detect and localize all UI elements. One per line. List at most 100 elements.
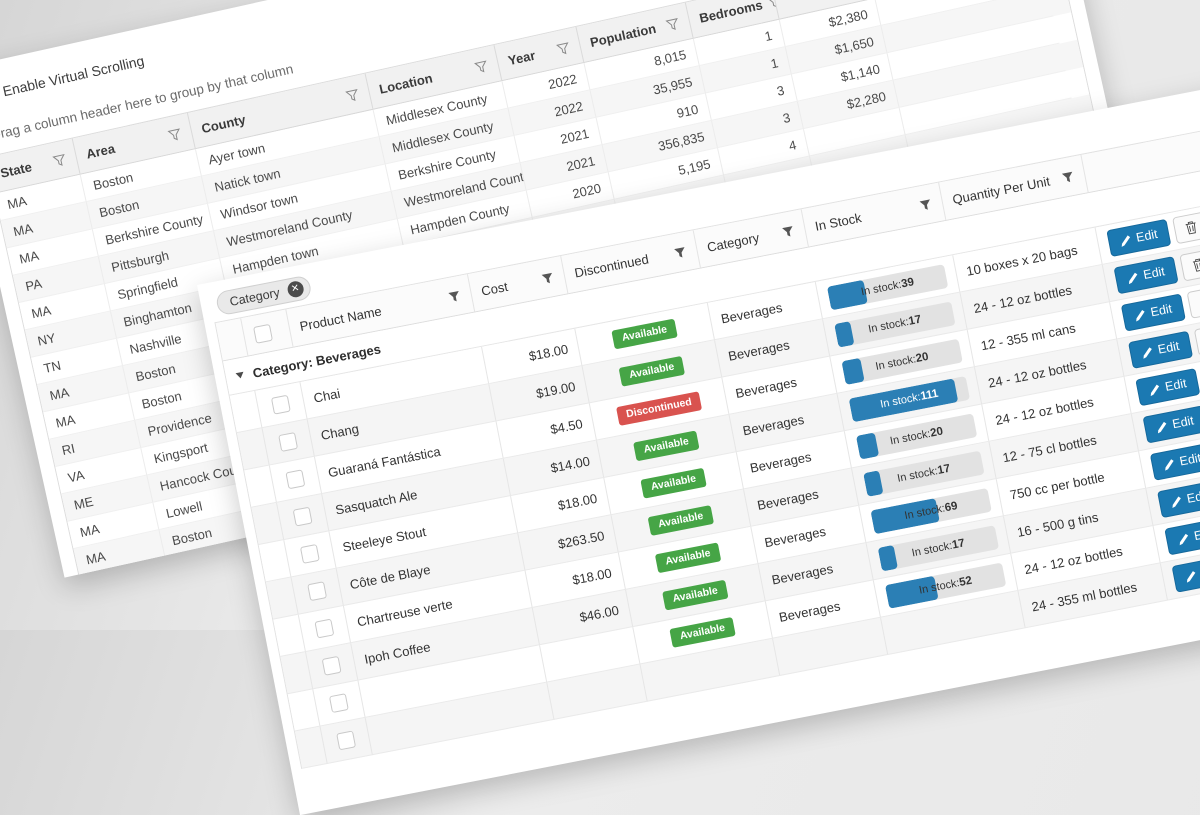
filter-icon[interactable] (447, 288, 462, 303)
product-row: Côte de Blaye $263.50 Available Beverages In… (265, 376, 1200, 620)
row-checkbox[interactable] (336, 730, 357, 751)
remove-group-icon[interactable]: ✕ (285, 279, 305, 299)
collapse-group-icon[interactable] (235, 371, 245, 380)
product-row: Chartreuse verte $18.00 Available Beverages… (273, 413, 1200, 657)
row-checkbox[interactable] (314, 618, 335, 639)
column-header-label: Quantity Per Unit (951, 173, 1052, 207)
filter-icon[interactable] (780, 224, 795, 239)
stock-progress-fill (863, 469, 884, 497)
edit-button[interactable]: Edit (1135, 368, 1200, 406)
filter-icon[interactable] (473, 59, 490, 75)
column-header-label: Product Name (298, 302, 383, 334)
edit-button[interactable]: Edit (1171, 555, 1200, 593)
housing-grid-header-row: State Area County Location Year Population Bed… (0, 0, 1059, 194)
column-header-label: County (199, 111, 247, 136)
column-header-population[interactable]: Population (576, 2, 694, 62)
filter-icon[interactable] (672, 245, 687, 260)
edit-button[interactable]: Edit (1113, 256, 1179, 294)
column-header-year[interactable]: Year (494, 26, 585, 81)
row-checkbox[interactable] (292, 506, 313, 527)
edit-button-label: Edit (1171, 413, 1196, 432)
stock-progress-fill (841, 357, 865, 385)
row-checkbox[interactable] (285, 469, 306, 490)
column-header-location[interactable]: Location (365, 45, 503, 109)
column-header-label: Category (705, 229, 761, 255)
product-row: Sasquatch Ale $14.00 Available Beverages In … (251, 302, 1200, 545)
column-header-category[interactable]: Category (693, 209, 809, 268)
filter-icon[interactable] (665, 16, 681, 32)
edit-button[interactable]: Edit (1142, 405, 1200, 444)
row-checkbox[interactable] (299, 543, 320, 564)
pencil-icon (1133, 308, 1147, 322)
row-checkbox[interactable] (328, 693, 349, 714)
column-header-label: Year (506, 47, 537, 68)
column-header-bedrooms[interactable]: Bedrooms (685, 0, 780, 38)
status-badge: Available (669, 617, 736, 648)
column-header-county[interactable]: County (187, 73, 374, 149)
select-all-checkbox[interactable] (252, 323, 273, 344)
edit-button[interactable]: Edit (1164, 517, 1200, 556)
row-checkbox[interactable] (321, 655, 342, 676)
filter-icon[interactable] (918, 197, 933, 212)
pencil-icon (1177, 532, 1191, 546)
cell-commands: EditDelete (1146, 453, 1200, 526)
stock-progress-label: In stock:20 (888, 424, 945, 448)
edit-button-label: Edit (1164, 376, 1188, 395)
category-group-chip-label: Category (228, 285, 281, 309)
column-header-status[interactable]: Discontinued (561, 230, 701, 294)
row-checkbox[interactable] (307, 581, 328, 602)
status-badge: Available (655, 542, 722, 574)
filter-icon[interactable] (167, 127, 183, 143)
delete-button[interactable]: Delete (1171, 203, 1200, 244)
pencil-icon (1119, 233, 1133, 247)
status-badge: Discontinued (615, 391, 703, 426)
column-header-state[interactable]: State (0, 138, 81, 193)
edit-button-label: Edit (1135, 227, 1159, 246)
products-grid-body: Chai $18.00 Available Beverages In stock:39 1… (229, 190, 1200, 769)
cell-commands: EditDelete (1102, 229, 1200, 303)
filter-icon[interactable] (540, 270, 555, 285)
filter-icon[interactable] (555, 40, 572, 56)
product-row: Chai $18.00 Available Beverages In stock:39 1… (229, 190, 1200, 434)
edit-button[interactable]: Edit (1157, 480, 1200, 518)
status-badge: Available (611, 318, 678, 350)
status-badge: Available (633, 430, 700, 462)
row-checkbox[interactable] (270, 394, 291, 415)
pencil-icon (1162, 457, 1176, 471)
products-grid-card: Category ✕ Product Name Cost Discontinued C… (197, 75, 1200, 815)
edit-button[interactable]: Edit (1120, 293, 1186, 332)
cell-commands: EditDelete (1131, 378, 1200, 452)
column-header-cost[interactable]: Cost (467, 255, 569, 312)
column-header-stock[interactable]: In Stock (801, 182, 947, 247)
column-header-label: Population (588, 20, 658, 50)
column-header-area[interactable]: Area (72, 112, 196, 174)
cell-commands: EditDelete (1117, 304, 1200, 377)
pencil-icon (1184, 569, 1198, 583)
column-header-label: Cost (479, 278, 510, 299)
cell-select (320, 717, 373, 764)
row-checkbox[interactable] (278, 432, 299, 452)
column-header-qpu[interactable]: Quantity Per Unit (939, 154, 1089, 220)
delete-button[interactable]: Delete (1178, 241, 1200, 282)
filter-icon[interactable] (345, 87, 361, 103)
product-row: Available Beverages In stock:52 24 - 12 oz … (287, 488, 1200, 732)
stock-progress-label: In stock:17 (896, 462, 952, 485)
column-header-label: Discontinued (573, 251, 650, 281)
filter-icon[interactable] (52, 152, 68, 168)
status-badge: Available (662, 579, 729, 611)
product-row: 24 - 355 ml bottlesEditDelete (294, 525, 1200, 769)
edit-button[interactable]: Edit (1128, 331, 1193, 369)
status-badge: Available (647, 505, 714, 536)
products-grid-header-row: Product Name Cost Discontinued Category In S… (215, 117, 1200, 362)
edit-button[interactable]: Edit (1106, 219, 1171, 257)
edit-button-label: Edit (1193, 525, 1200, 544)
trash-icon (1191, 258, 1200, 273)
status-badge: Available (618, 356, 685, 387)
edit-button-label: Edit (1149, 301, 1174, 320)
edit-button[interactable]: Edit (1149, 443, 1200, 481)
filter-icon[interactable] (1060, 169, 1075, 184)
stock-progress-fill (877, 544, 899, 572)
column-header-product[interactable]: Product Name (286, 274, 476, 347)
cell-commands: EditDelete (1139, 416, 1200, 489)
housing-grid-card: Enable Virtual Scrolling Drag a column h… (0, 0, 1145, 578)
